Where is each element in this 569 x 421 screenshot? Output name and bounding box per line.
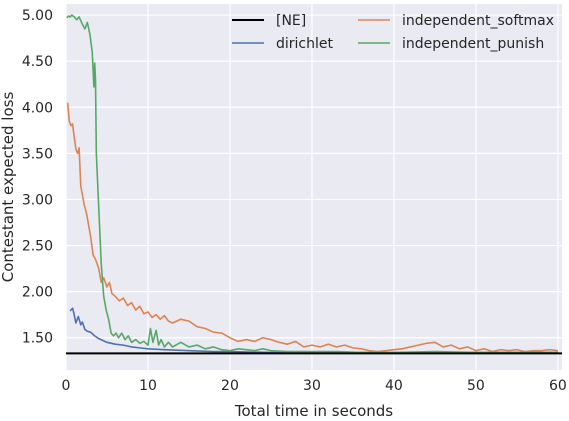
tick-labels: 0 10 20 30 40 50 60 1.50 2.00 2.50 3.00 3.50 4.00 4.5… xyxy=(22,8,567,394)
series-lines xyxy=(66,14,562,355)
legend-item: dirichlet xyxy=(232,36,333,52)
legend-label: [NE] xyxy=(276,13,306,29)
y-tick-label: 5.00 xyxy=(22,8,53,24)
legend-item: [NE] xyxy=(232,13,306,29)
legend-label: independent_punish xyxy=(402,36,544,52)
plot-background xyxy=(66,4,562,370)
y-tick-label: 3.50 xyxy=(22,146,53,162)
y-tick-label: 4.50 xyxy=(22,54,53,70)
x-tick-label: 20 xyxy=(221,378,239,394)
legend: [NE] dirichlet independent_softmax independ… xyxy=(232,13,554,52)
x-tick-label: 50 xyxy=(467,378,485,394)
x-tick-label: 30 xyxy=(303,378,321,394)
y-tick-label: 4.00 xyxy=(22,100,53,116)
legend-item: independent_softmax xyxy=(358,13,554,29)
series-line-independent-punish xyxy=(66,14,558,354)
x-tick-label: 10 xyxy=(139,378,157,394)
legend-label: dirichlet xyxy=(276,36,333,52)
legend-item: independent_punish xyxy=(358,36,544,52)
y-tick-label: 3.00 xyxy=(22,192,53,208)
y-axis-label: Contestant expected loss xyxy=(0,92,17,283)
grid-lines xyxy=(65,4,562,370)
x-axis-label: Total time in seconds xyxy=(234,402,393,420)
x-tick-label: 40 xyxy=(385,378,403,394)
y-tick-label: 2.50 xyxy=(22,239,53,255)
x-tick-label: 60 xyxy=(549,378,567,394)
series-line-independent-softmax xyxy=(66,102,558,353)
y-tick-label: 2.00 xyxy=(22,285,53,301)
legend-label: independent_softmax xyxy=(402,13,554,29)
y-tick-label: 1.50 xyxy=(22,331,53,347)
x-tick-label: 0 xyxy=(62,378,71,394)
